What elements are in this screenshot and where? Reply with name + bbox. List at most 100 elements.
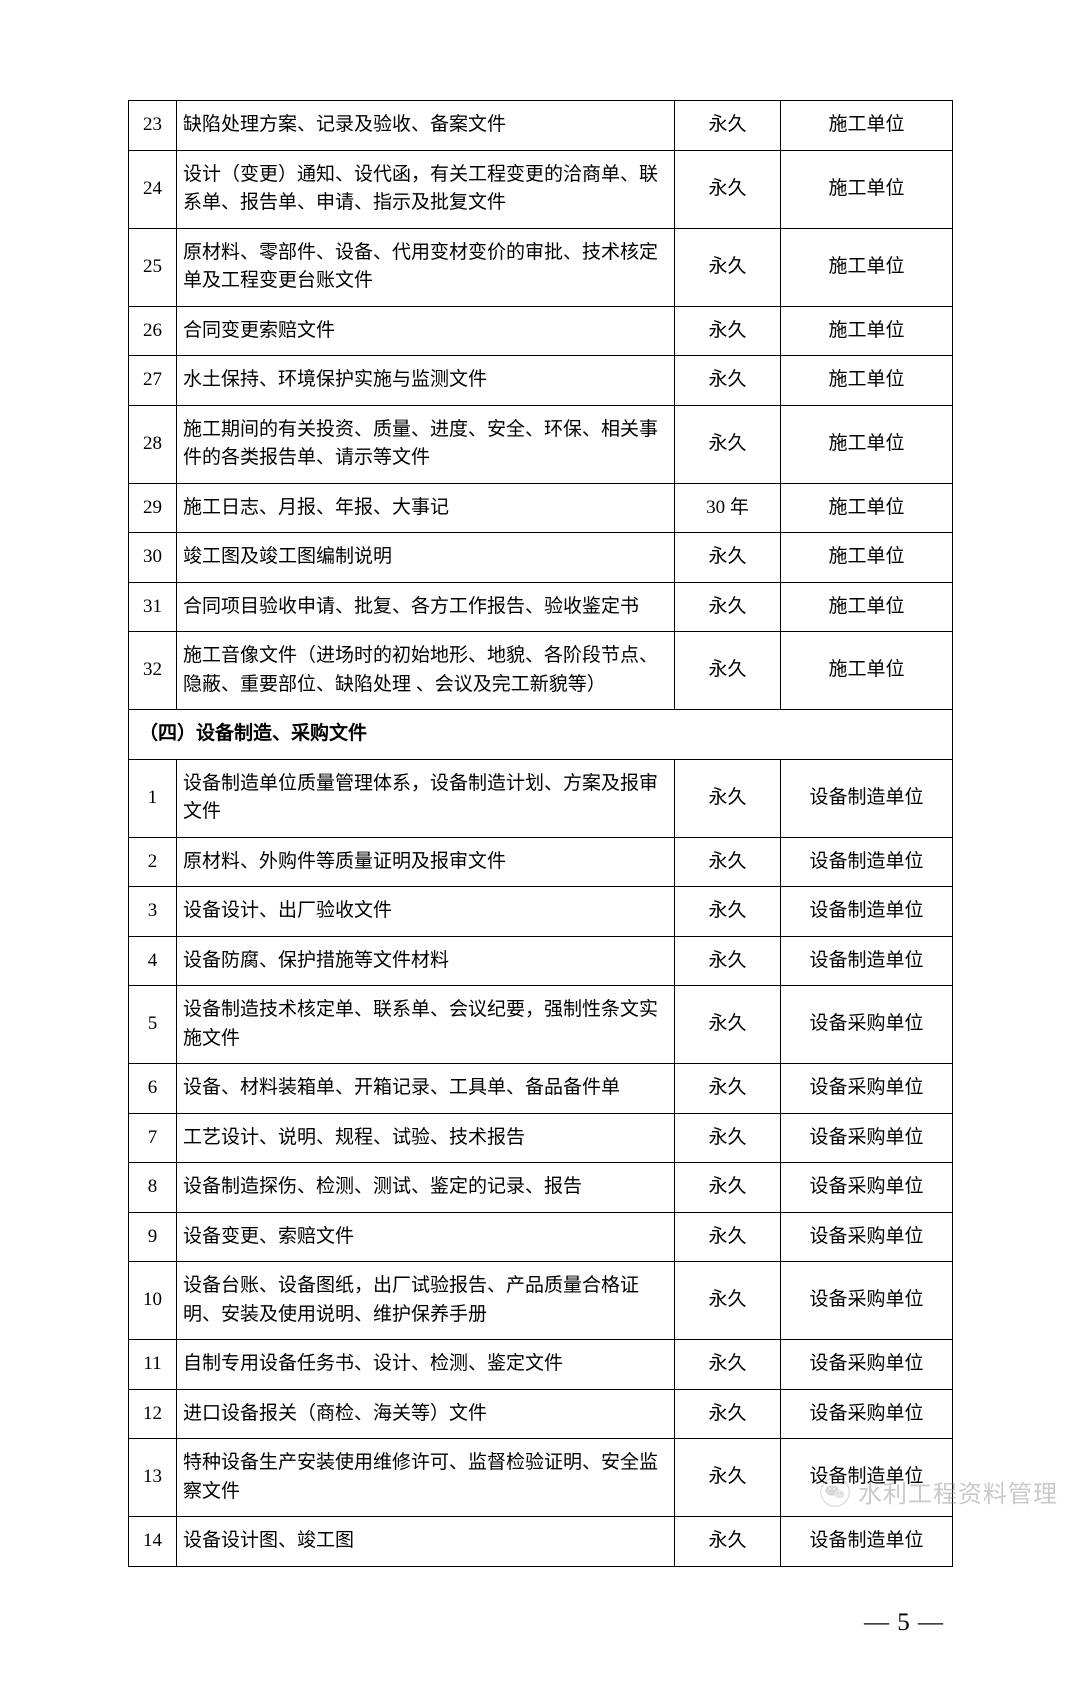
- row-unit: 设备采购单位: [781, 1113, 953, 1163]
- section-header: （四）设备制造、采购文件: [129, 710, 953, 760]
- row-description: 合同变更索赔文件: [177, 306, 675, 356]
- row-duration: 永久: [675, 405, 781, 483]
- table-row: 30竣工图及竣工图编制说明永久施工单位: [129, 533, 953, 583]
- section-header-row: （四）设备制造、采购文件: [129, 710, 953, 760]
- table-row: 31合同项目验收申请、批复、各方工作报告、验收鉴定书永久施工单位: [129, 582, 953, 632]
- table-row: 26合同变更索赔文件永久施工单位: [129, 306, 953, 356]
- row-description: 施工日志、月报、年报、大事记: [177, 483, 675, 533]
- table-row: 2原材料、外购件等质量证明及报审文件永久设备制造单位: [129, 837, 953, 887]
- row-unit: 设备采购单位: [781, 1262, 953, 1340]
- row-number: 5: [129, 986, 177, 1064]
- row-duration: 永久: [675, 306, 781, 356]
- row-unit: 设备采购单位: [781, 986, 953, 1064]
- row-description: 施工期间的有关投资、质量、进度、安全、环保、相关事件的各类报告单、请示等文件: [177, 405, 675, 483]
- row-description: 设备设计图、竣工图: [177, 1517, 675, 1567]
- row-unit: 设备采购单位: [781, 1389, 953, 1439]
- row-unit: 施工单位: [781, 150, 953, 228]
- row-number: 27: [129, 356, 177, 406]
- row-description: 设备制造技术核定单、联系单、会议纪要，强制性条文实施文件: [177, 986, 675, 1064]
- row-duration: 永久: [675, 1064, 781, 1114]
- row-number: 29: [129, 483, 177, 533]
- row-duration: 永久: [675, 1439, 781, 1517]
- table-row: 8设备制造探伤、检测、测试、鉴定的记录、报告永久设备采购单位: [129, 1163, 953, 1213]
- row-unit: 施工单位: [781, 356, 953, 406]
- row-description: 自制专用设备任务书、设计、检测、鉴定文件: [177, 1340, 675, 1390]
- table-row: 28施工期间的有关投资、质量、进度、安全、环保、相关事件的各类报告单、请示等文件…: [129, 405, 953, 483]
- row-description: 合同项目验收申请、批复、各方工作报告、验收鉴定书: [177, 582, 675, 632]
- row-unit: 施工单位: [781, 306, 953, 356]
- row-description: 设备防腐、保护措施等文件材料: [177, 936, 675, 986]
- row-duration: 永久: [675, 887, 781, 937]
- row-unit: 施工单位: [781, 405, 953, 483]
- row-number: 24: [129, 150, 177, 228]
- row-duration: 永久: [675, 228, 781, 306]
- row-duration: 永久: [675, 632, 781, 710]
- row-description: 设备设计、出厂验收文件: [177, 887, 675, 937]
- table-row: 11自制专用设备任务书、设计、检测、鉴定文件永久设备采购单位: [129, 1340, 953, 1390]
- table-row: 25原材料、零部件、设备、代用变材变价的审批、技术核定单及工程变更台账文件永久施…: [129, 228, 953, 306]
- row-description: 水土保持、环境保护实施与监测文件: [177, 356, 675, 406]
- row-number: 3: [129, 887, 177, 937]
- table-row: 10设备台账、设备图纸，出厂试验报告、产品质量合格证明、安装及使用说明、维护保养…: [129, 1262, 953, 1340]
- row-number: 26: [129, 306, 177, 356]
- row-number: 32: [129, 632, 177, 710]
- wechat-icon: [820, 1477, 850, 1507]
- row-unit: 施工单位: [781, 483, 953, 533]
- row-duration: 永久: [675, 1262, 781, 1340]
- row-number: 28: [129, 405, 177, 483]
- row-description: 设备台账、设备图纸，出厂试验报告、产品质量合格证明、安装及使用说明、维护保养手册: [177, 1262, 675, 1340]
- archive-table: 23缺陷处理方案、记录及验收、备案文件永久施工单位24设计（变更）通知、设代函，…: [128, 100, 953, 1567]
- row-duration: 永久: [675, 582, 781, 632]
- row-number: 31: [129, 582, 177, 632]
- row-description: 设备、材料装箱单、开箱记录、工具单、备品备件单: [177, 1064, 675, 1114]
- table-row: 24设计（变更）通知、设代函，有关工程变更的洽商单、联系单、报告单、申请、指示及…: [129, 150, 953, 228]
- document-page: 23缺陷处理方案、记录及验收、备案文件永久施工单位24设计（变更）通知、设代函，…: [0, 0, 1080, 1697]
- row-unit: 设备采购单位: [781, 1340, 953, 1390]
- row-duration: 永久: [675, 533, 781, 583]
- row-number: 6: [129, 1064, 177, 1114]
- row-description: 特种设备生产安装使用维修许可、监督检验证明、安全监察文件: [177, 1439, 675, 1517]
- row-unit: 设备采购单位: [781, 1212, 953, 1262]
- row-unit: 设备制造单位: [781, 837, 953, 887]
- row-duration: 永久: [675, 1340, 781, 1390]
- table-row: 23缺陷处理方案、记录及验收、备案文件永久施工单位: [129, 101, 953, 151]
- row-description: 原材料、外购件等质量证明及报审文件: [177, 837, 675, 887]
- row-duration: 永久: [675, 1517, 781, 1567]
- table-row: 1设备制造单位质量管理体系，设备制造计划、方案及报审文件永久设备制造单位: [129, 759, 953, 837]
- row-number: 9: [129, 1212, 177, 1262]
- row-description: 施工音像文件（进场时的初始地形、地貌、各阶段节点、隐蔽、重要部位、缺陷处理 、会…: [177, 632, 675, 710]
- row-duration: 永久: [675, 759, 781, 837]
- row-unit: 设备制造单位: [781, 936, 953, 986]
- watermark: 水利工程资料管理: [820, 1474, 1058, 1509]
- table-row: 29施工日志、月报、年报、大事记30 年施工单位: [129, 483, 953, 533]
- table-row: 6设备、材料装箱单、开箱记录、工具单、备品备件单永久设备采购单位: [129, 1064, 953, 1114]
- row-unit: 设备采购单位: [781, 1163, 953, 1213]
- row-number: 4: [129, 936, 177, 986]
- row-number: 23: [129, 101, 177, 151]
- row-description: 设备制造探伤、检测、测试、鉴定的记录、报告: [177, 1163, 675, 1213]
- row-duration: 30 年: [675, 483, 781, 533]
- table-row: 7工艺设计、说明、规程、试验、技术报告永久设备采购单位: [129, 1113, 953, 1163]
- row-duration: 永久: [675, 986, 781, 1064]
- row-number: 1: [129, 759, 177, 837]
- row-duration: 永久: [675, 1389, 781, 1439]
- row-number: 12: [129, 1389, 177, 1439]
- row-number: 8: [129, 1163, 177, 1213]
- row-description: 设计（变更）通知、设代函，有关工程变更的洽商单、联系单、报告单、申请、指示及批复…: [177, 150, 675, 228]
- row-number: 30: [129, 533, 177, 583]
- row-unit: 设备制造单位: [781, 759, 953, 837]
- row-unit: 施工单位: [781, 582, 953, 632]
- row-number: 14: [129, 1517, 177, 1567]
- table-row: 32施工音像文件（进场时的初始地形、地貌、各阶段节点、隐蔽、重要部位、缺陷处理 …: [129, 632, 953, 710]
- row-duration: 永久: [675, 150, 781, 228]
- row-description: 设备制造单位质量管理体系，设备制造计划、方案及报审文件: [177, 759, 675, 837]
- row-unit: 施工单位: [781, 632, 953, 710]
- row-unit: 施工单位: [781, 533, 953, 583]
- row-number: 11: [129, 1340, 177, 1390]
- row-duration: 永久: [675, 1163, 781, 1213]
- table-row: 5设备制造技术核定单、联系单、会议纪要，强制性条文实施文件永久设备采购单位: [129, 986, 953, 1064]
- row-duration: 永久: [675, 101, 781, 151]
- row-duration: 永久: [675, 837, 781, 887]
- row-number: 7: [129, 1113, 177, 1163]
- row-number: 2: [129, 837, 177, 887]
